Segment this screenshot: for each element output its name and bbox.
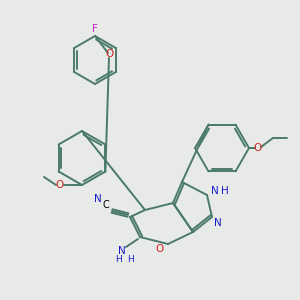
Text: H: H (127, 256, 134, 265)
Text: O: O (55, 180, 63, 190)
Text: N: N (118, 246, 126, 256)
Text: O: O (254, 143, 262, 153)
Text: N: N (214, 218, 222, 228)
Text: N: N (211, 186, 219, 196)
Text: C: C (103, 200, 110, 210)
Text: H: H (115, 256, 122, 265)
Text: O: O (156, 244, 164, 254)
Text: H: H (221, 186, 229, 196)
Text: N: N (94, 194, 102, 204)
Text: O: O (105, 49, 113, 59)
Text: F: F (92, 24, 98, 34)
